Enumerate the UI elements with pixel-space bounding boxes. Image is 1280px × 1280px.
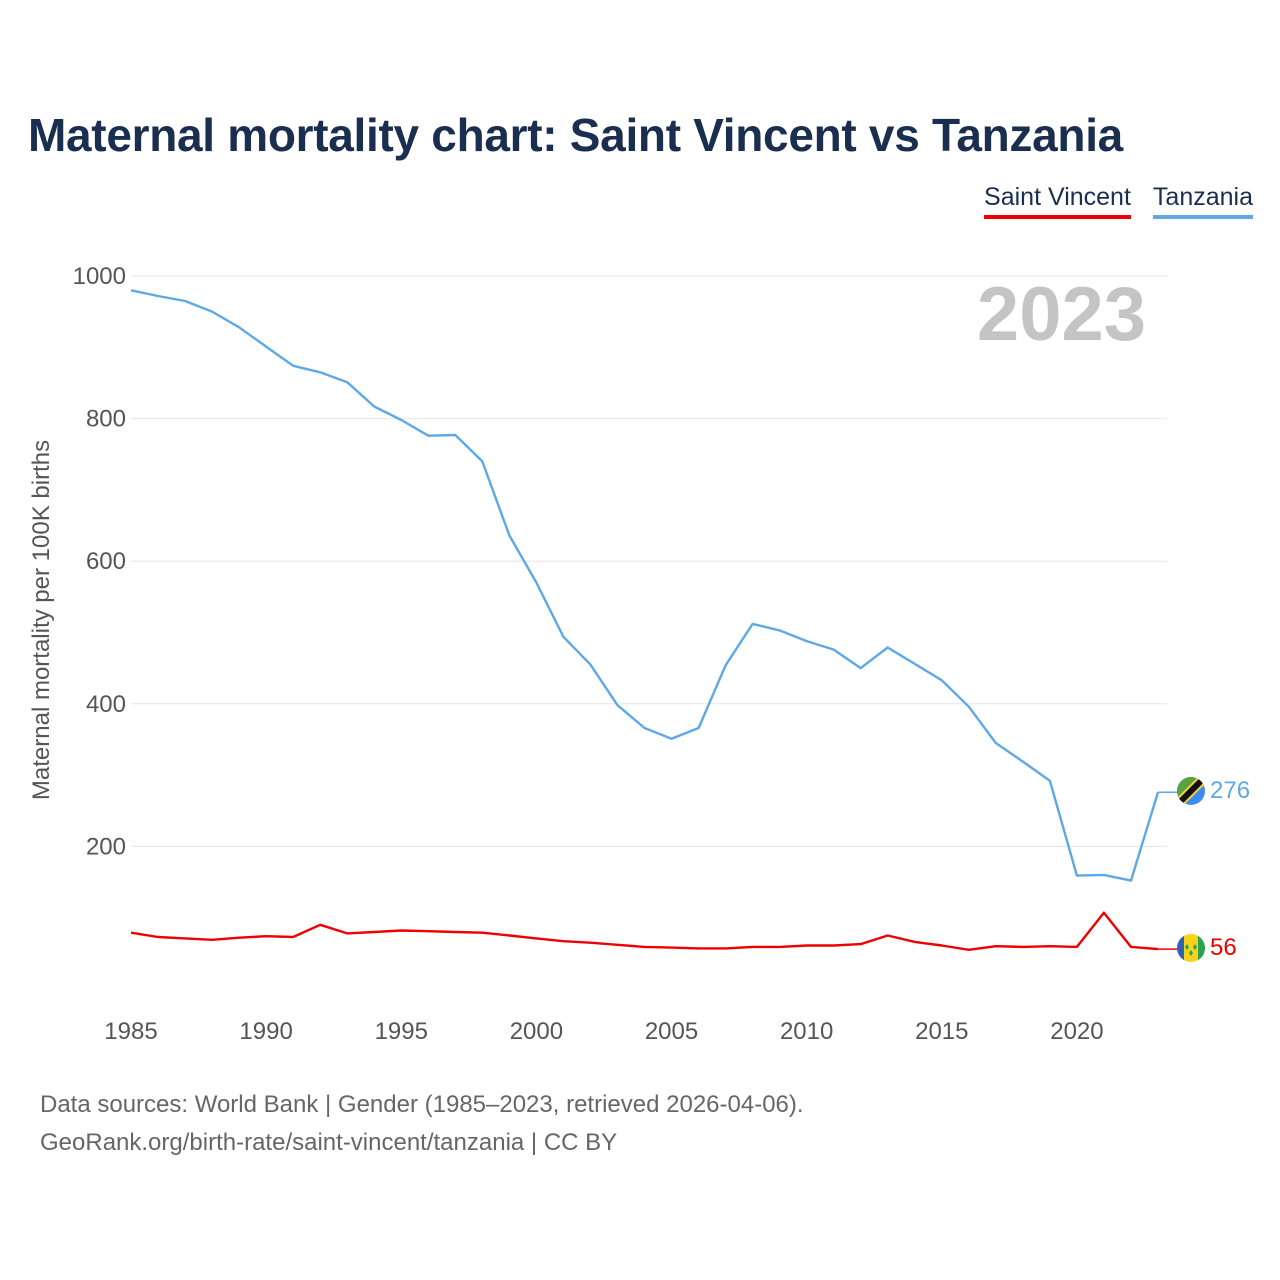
y-tick-400: 400: [86, 691, 126, 718]
saint-vincent-flag-icon: [1177, 934, 1205, 962]
series-line-saint-vincent: [130, 911, 1159, 951]
legend-item-tanzania[interactable]: Tanzania: [1152, 183, 1253, 219]
gridlines: [131, 275, 1167, 847]
x-tick-2010: 2010: [780, 1018, 833, 1045]
series-line-tanzania: [130, 289, 1160, 882]
x-tick-2015: 2015: [915, 1018, 968, 1045]
x-tick-2020: 2020: [1050, 1018, 1103, 1045]
y-tick-600: 600: [86, 548, 126, 575]
end-label-tanzania: 276: [1210, 777, 1250, 804]
series-lines: [130, 289, 1177, 951]
axis-ticks: 200 400 600 800 1000 1985 1990 1995 2000 2005 2010…: [73, 263, 1104, 1045]
footer: Data sources: World Bank | Gender (1985–…: [40, 1086, 804, 1162]
x-tick-1995: 1995: [375, 1018, 428, 1045]
chart-title: Maternal mortality chart: Saint Vincent …: [28, 109, 1123, 161]
year-label: 2023: [977, 272, 1146, 357]
data-source-note: Data sources: World Bank | Gender (1985–…: [40, 1091, 804, 1118]
x-tick-2005: 2005: [645, 1018, 698, 1045]
attribution-link[interactable]: GeoRank.org/birth-rate/saint-vincent/tan…: [40, 1129, 618, 1156]
end-label-saint-vincent: 56: [1210, 934, 1237, 961]
legend-item-saint-vincent[interactable]: Saint Vincent: [984, 183, 1131, 219]
x-tick-2000: 2000: [510, 1018, 563, 1045]
tanzania-flag-icon: [1177, 777, 1205, 805]
x-tick-1990: 1990: [239, 1018, 292, 1045]
y-tick-1000: 1000: [73, 263, 126, 290]
x-tick-1985: 1985: [104, 1018, 157, 1045]
y-tick-200: 200: [86, 833, 126, 860]
legend: Saint Vincent Tanzania: [984, 183, 1253, 219]
y-tick-800: 800: [86, 406, 126, 433]
